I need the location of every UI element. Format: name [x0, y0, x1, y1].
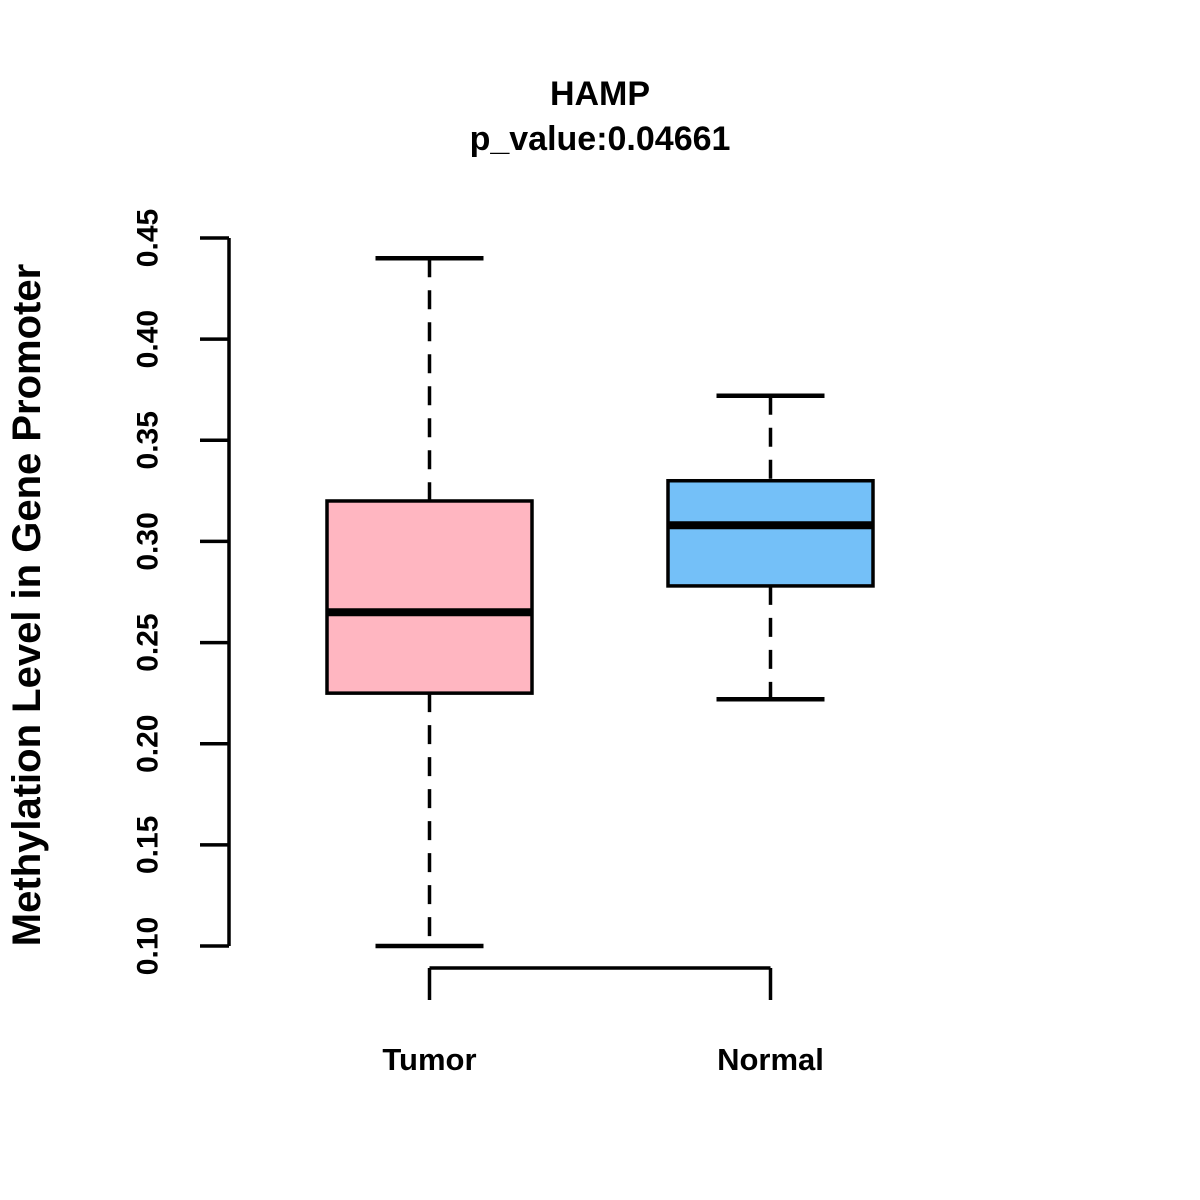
y-tick-label: 0.45	[132, 209, 165, 267]
y-tick-label: 0.10	[132, 917, 165, 975]
category-label-tumor: Tumor	[382, 1042, 476, 1077]
box-tumor	[325, 499, 534, 695]
chart-subtitle: p_value:0.04661	[469, 119, 731, 158]
y-tick-label: 0.25	[132, 613, 165, 671]
box-normal	[666, 478, 875, 588]
y-tick-label: 0.20	[132, 715, 165, 773]
y-tick-label: 0.15	[132, 816, 165, 874]
y-tick-label: 0.40	[132, 310, 165, 368]
y-tick-label: 0.30	[132, 512, 165, 570]
category-label-normal: Normal	[717, 1042, 824, 1077]
chart-title-block: HAMP p_value:0.04661	[229, 72, 971, 162]
y-tick-label: 0.35	[132, 411, 165, 469]
chart-title: HAMP	[549, 75, 651, 113]
